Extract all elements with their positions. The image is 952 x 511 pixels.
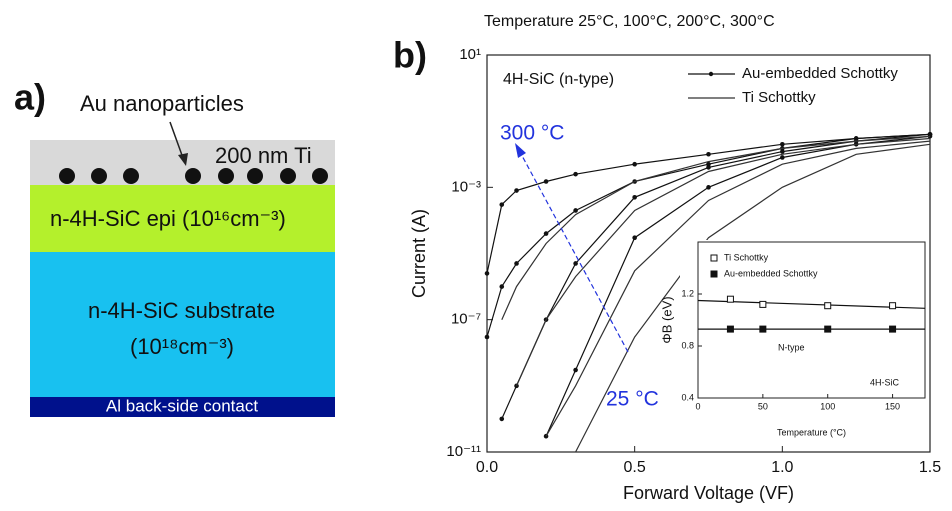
nanoparticles xyxy=(59,168,328,184)
data-point xyxy=(889,325,897,333)
curve-marker xyxy=(484,334,490,340)
curve-marker xyxy=(706,161,711,167)
curve-marker xyxy=(632,235,637,241)
chart-title: Temperature 25°C, 100°C, 200°C, 300°C xyxy=(484,13,775,30)
panel-label: b) xyxy=(393,35,427,76)
curve-marker xyxy=(514,383,519,389)
y-tick-label: 10¹ xyxy=(459,46,481,63)
curve-marker xyxy=(706,185,711,190)
temperature-arrow xyxy=(519,151,629,353)
data-point xyxy=(824,302,832,310)
legend-label: Au-embedded Schottky xyxy=(742,65,898,82)
x-tick-label: 0.0 xyxy=(476,459,498,476)
substrate-label: n-4H-SiC substrate xyxy=(88,298,275,323)
x-tick-label: 150 xyxy=(885,401,900,411)
panel-label: a) xyxy=(14,77,46,118)
legend-marker xyxy=(708,71,714,77)
curve-marker xyxy=(573,171,578,177)
data-point xyxy=(759,300,767,308)
curve-marker xyxy=(499,416,505,422)
inset-background xyxy=(680,240,925,445)
iv-curve xyxy=(545,140,931,437)
x-tick-label: 50 xyxy=(758,401,768,411)
x-axis-label: Forward Voltage (VF) xyxy=(623,483,794,503)
curve-marker xyxy=(573,367,578,373)
curve-marker xyxy=(706,151,711,157)
data-point xyxy=(726,325,734,333)
data-point xyxy=(824,325,832,333)
curve-marker xyxy=(706,165,711,170)
doping-label: N-type xyxy=(778,342,805,352)
material-label: 4H-SiC (n-type) xyxy=(503,71,614,88)
fit-line xyxy=(697,299,926,309)
x-tick-label: 1.5 xyxy=(919,459,941,476)
epi-layer xyxy=(30,185,335,252)
y-tick-label: 10⁻³ xyxy=(451,178,481,195)
curve-marker xyxy=(499,202,505,207)
y-tick-label: 0.4 xyxy=(681,392,694,402)
data-point xyxy=(889,302,897,310)
particles-label: Au nanoparticles xyxy=(80,91,244,116)
substrate-doping: (10¹⁸cm⁻³) xyxy=(130,334,234,359)
curve-marker xyxy=(514,261,519,266)
iv-curve xyxy=(501,135,931,320)
curve-marker xyxy=(632,194,637,200)
arrowhead xyxy=(515,143,526,158)
legend-marker xyxy=(710,254,718,262)
curve-marker xyxy=(573,261,578,266)
curve-marker xyxy=(514,188,519,193)
iv-curve xyxy=(515,137,931,387)
data-point xyxy=(726,295,734,303)
contact-layer xyxy=(30,397,335,417)
low-temp-label: 25 °C xyxy=(606,388,659,411)
curve-marker xyxy=(927,133,933,139)
y-tick-label: 1.2 xyxy=(681,288,694,298)
epi-label: n-4H-SiC epi (10¹⁶cm⁻³) xyxy=(50,206,286,231)
curve-marker xyxy=(780,155,785,160)
iv-curve xyxy=(575,143,931,453)
high-temp-label: 300 °C xyxy=(500,122,564,145)
arrowhead xyxy=(178,153,188,166)
curve-marker xyxy=(780,149,785,154)
legend-marker xyxy=(710,270,718,278)
inset-frame xyxy=(697,241,926,399)
panel-a: a) Au nanoparticles 200 nm Ti n-4H-SiC e… xyxy=(14,77,335,417)
legend-label: Ti Schottky xyxy=(724,252,769,262)
material-label: 4H-SiC xyxy=(870,377,900,387)
curve-marker xyxy=(543,179,549,184)
curve-marker xyxy=(780,141,785,147)
x-axis-label: Temperature (°C) xyxy=(777,427,846,437)
contact-label: Al back-side contact xyxy=(106,396,258,415)
substrate-layer xyxy=(30,252,335,397)
y-tick-label: 10⁻¹¹ xyxy=(446,443,481,460)
plot-frame xyxy=(486,54,931,453)
x-tick-label: 0 xyxy=(695,401,700,411)
y-axis-label: Current (A) xyxy=(409,209,429,298)
iv-curve xyxy=(486,133,931,338)
curve-marker xyxy=(484,271,490,276)
y-tick-label: 0.8 xyxy=(681,340,694,350)
pointer xyxy=(169,121,184,159)
curve-marker xyxy=(499,284,505,289)
iv-curve xyxy=(486,133,931,274)
curve-marker xyxy=(632,161,637,167)
curve-marker xyxy=(573,208,578,213)
data-point xyxy=(759,325,767,333)
y-axis-label: ΦB (eV) xyxy=(659,296,674,343)
x-tick-label: 100 xyxy=(820,401,835,411)
legend-label: Au-embedded Schottky xyxy=(724,268,818,278)
x-tick-label: 0.5 xyxy=(624,459,646,476)
legend-label: Ti Schottky xyxy=(742,89,816,106)
x-tick-label: 1.0 xyxy=(771,459,793,476)
ti-label: 200 nm Ti xyxy=(215,143,312,168)
y-tick-label: 10⁻⁷ xyxy=(451,311,481,328)
curve-marker xyxy=(543,231,549,236)
